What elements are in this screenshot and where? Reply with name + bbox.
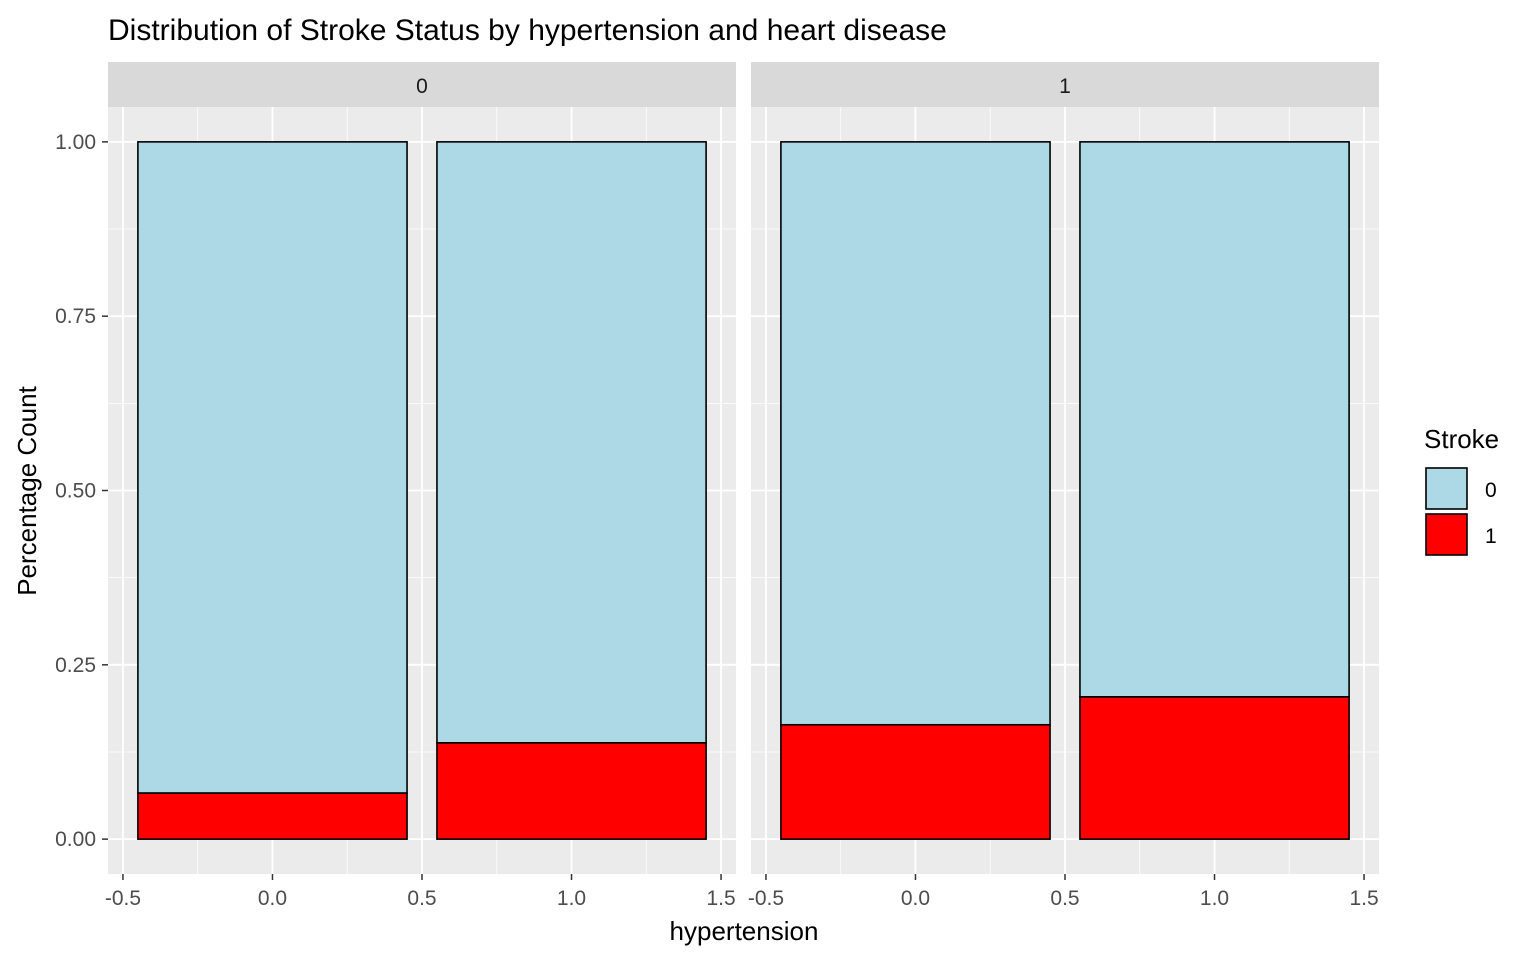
- x-tick-label: -0.5: [105, 887, 141, 910]
- facet-strip-label: 1: [1059, 75, 1071, 98]
- legend: Stroke 0 1: [1424, 424, 1499, 556]
- x-tick-label: 1.0: [1200, 887, 1229, 910]
- x-axis-label: hypertension: [670, 916, 819, 946]
- legend-title: Stroke: [1424, 424, 1499, 454]
- bar-segment-stroke-1: [780, 723, 1051, 840]
- bar-segment-stroke-1: [436, 742, 707, 840]
- x-tick-label: 1.5: [706, 887, 735, 910]
- legend-key-0: [1425, 467, 1468, 510]
- legend-key-1: [1425, 513, 1468, 556]
- chart-title: Distribution of Stroke Status by hyperte…: [108, 14, 947, 47]
- bar-segment-stroke-0: [780, 141, 1051, 726]
- x-tick-label: 1.5: [1349, 887, 1378, 910]
- facet-strip: [751, 62, 1379, 107]
- y-tick-label: 1.00: [55, 131, 96, 154]
- legend-label-1: 1: [1485, 525, 1497, 548]
- y-axis-label: Percentage Count: [12, 385, 42, 595]
- y-tick-label: 0.25: [55, 654, 96, 677]
- bar-segment-stroke-1: [137, 792, 408, 840]
- y-tick-label: 0.75: [55, 305, 96, 328]
- y-tick-label: 0.00: [55, 828, 96, 851]
- x-tick-label: -0.5: [748, 887, 784, 910]
- x-tick-label: 0.0: [258, 887, 287, 910]
- x-tick-label: 0.5: [1050, 887, 1079, 910]
- facet-strip: [108, 62, 736, 107]
- x-tick-label: 0.0: [901, 887, 930, 910]
- facets-layer: 0 -0.5 0.0 0.5 1.0 1.5 1 -0.5 0.0 0.5 1.0 1.5 0.00 0.…: [55, 62, 1379, 910]
- bar-segment-stroke-1: [1079, 696, 1350, 840]
- x-tick-label: 1.0: [557, 887, 586, 910]
- facet-strip-label: 0: [416, 75, 428, 98]
- y-tick-label: 0.50: [55, 480, 96, 503]
- bar-segment-stroke-0: [137, 141, 408, 794]
- bar-segment-stroke-0: [1079, 141, 1350, 698]
- legend-label-0: 0: [1485, 479, 1497, 502]
- x-tick-label: 0.5: [407, 887, 436, 910]
- bar-segment-stroke-0: [436, 141, 707, 744]
